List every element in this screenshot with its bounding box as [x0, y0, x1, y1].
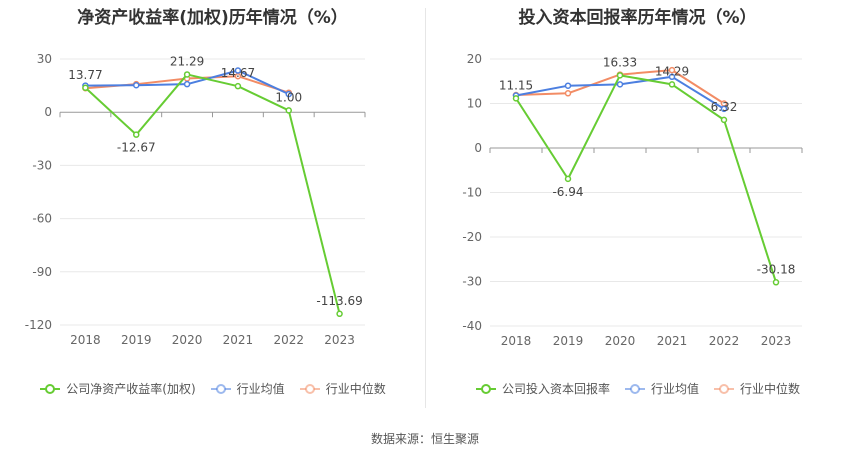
y-tick-label: 20 — [467, 52, 482, 66]
legend-label: 行业均值 — [650, 382, 699, 396]
x-tick-label: 2019 — [553, 334, 584, 348]
data-point — [336, 310, 343, 318]
data-point — [133, 81, 140, 89]
data-point — [564, 82, 572, 89]
legend-item[interactable]: 行业中位数 — [713, 380, 800, 397]
y-tick-label: 0 — [44, 105, 52, 119]
data-point — [564, 90, 572, 97]
data-point — [772, 279, 780, 286]
y-tick-label: 30 — [37, 52, 52, 66]
x-tick-label: 2022 — [709, 334, 740, 348]
data-label: 14.29 — [655, 64, 689, 78]
data-point — [82, 84, 89, 92]
data-point — [720, 105, 728, 113]
legend-item[interactable]: 公司净资产收益率(加权) — [39, 380, 196, 397]
legend-label: 行业均值 — [236, 382, 285, 396]
data-label: -113.69 — [316, 294, 362, 308]
data-point — [616, 72, 624, 79]
y-tick-label: -120 — [25, 318, 52, 332]
x-tick-label: 2020 — [605, 334, 636, 348]
y-tick-label: -90 — [32, 265, 52, 279]
y-tick-label: 0 — [474, 141, 482, 155]
data-point — [616, 81, 624, 88]
series-line — [84, 73, 341, 315]
data-point — [285, 90, 292, 98]
y-tick-label: -10 — [462, 186, 482, 200]
data-point — [234, 82, 242, 90]
data-label: 16.33 — [603, 55, 637, 69]
data-point — [668, 81, 676, 88]
data-point — [512, 95, 520, 102]
legend-item[interactable]: 公司投入资本回报率 — [475, 380, 610, 397]
y-tick-label: -60 — [32, 212, 52, 226]
legend-marker-icon — [714, 383, 734, 394]
roic-chart-panel: 投入资本回报率历年情况（%） 20 10 0 -10 -20 -30 -40 2018 2019… — [425, 0, 850, 420]
legend-marker-icon — [299, 383, 320, 394]
data-label: -6.94 — [552, 185, 583, 199]
legend-label: 行业中位数 — [325, 382, 386, 396]
legend-item[interactable]: 行业均值 — [210, 380, 285, 397]
x-tick-label: 2022 — [273, 333, 304, 347]
legend-label: 行业中位数 — [740, 382, 801, 396]
y-tick-label: 10 — [467, 97, 482, 111]
data-point — [133, 131, 140, 138]
data-point — [234, 67, 242, 74]
data-point — [183, 71, 191, 78]
legend-marker-icon — [40, 383, 61, 394]
data-point — [720, 116, 728, 124]
data-label: -12.67 — [117, 141, 156, 155]
roe-line-chart: 30 0 -30 -60 -90 -120 2018 2019 2020 2021 2022 2023… — [25, 52, 366, 347]
roic-line-chart: 20 10 0 -10 -20 -30 -40 2018 2019 2020 2021 2022 202… — [462, 52, 803, 348]
chart-title: 净资产收益率(加权)历年情况（%） — [77, 8, 348, 28]
legend-item[interactable]: 行业中位数 — [299, 380, 386, 397]
data-label: 21.29 — [170, 54, 204, 68]
y-tick-label: -30 — [32, 158, 52, 172]
data-source-label: 数据来源：恒生聚源 — [370, 432, 479, 446]
data-point — [564, 175, 572, 183]
chart-legend: 公司投入资本回报率 行业均值 行业中位数 — [425, 380, 850, 397]
data-label: 6.32 — [711, 100, 738, 114]
x-tick-label: 2021 — [657, 334, 688, 348]
legend-label: 公司净资产收益率(加权) — [66, 382, 196, 396]
x-tick-label: 2020 — [172, 333, 203, 347]
panel-divider — [425, 8, 426, 408]
legend-item[interactable]: 行业均值 — [624, 380, 699, 397]
x-tick-label: 2018 — [70, 333, 101, 347]
data-point — [285, 107, 292, 114]
x-tick-label: 2019 — [121, 333, 152, 347]
roe-chart-panel: 净资产收益率(加权)历年情况（%） 30 0 -30 -60 -90 -120 2018 20… — [0, 0, 425, 420]
data-label: 14.67 — [221, 66, 255, 80]
data-point — [183, 80, 191, 88]
data-label: 13.77 — [68, 68, 102, 82]
data-point — [668, 73, 676, 81]
legend-label: 公司投入资本回报率 — [501, 382, 610, 396]
legend-marker-icon — [624, 383, 645, 394]
data-label: 1.00 — [275, 90, 302, 104]
data-label: -30.18 — [757, 262, 796, 276]
y-tick-label: -40 — [462, 319, 482, 333]
series-line — [515, 74, 777, 283]
data-label: 11.15 — [499, 78, 533, 92]
chart-legend: 公司净资产收益率(加权) 行业均值 行业中位数 — [0, 380, 425, 397]
x-tick-label: 2021 — [223, 333, 254, 347]
x-tick-label: 2023 — [324, 333, 355, 347]
chart-title: 投入资本回报率历年情况（%） — [518, 8, 757, 28]
legend-marker-icon — [475, 383, 496, 394]
data-point — [668, 66, 676, 74]
y-tick-label: -30 — [462, 275, 482, 289]
y-tick-label: -20 — [462, 230, 482, 244]
x-tick-label: 2023 — [761, 334, 792, 348]
x-tick-label: 2018 — [501, 334, 532, 348]
legend-marker-icon — [210, 383, 231, 394]
